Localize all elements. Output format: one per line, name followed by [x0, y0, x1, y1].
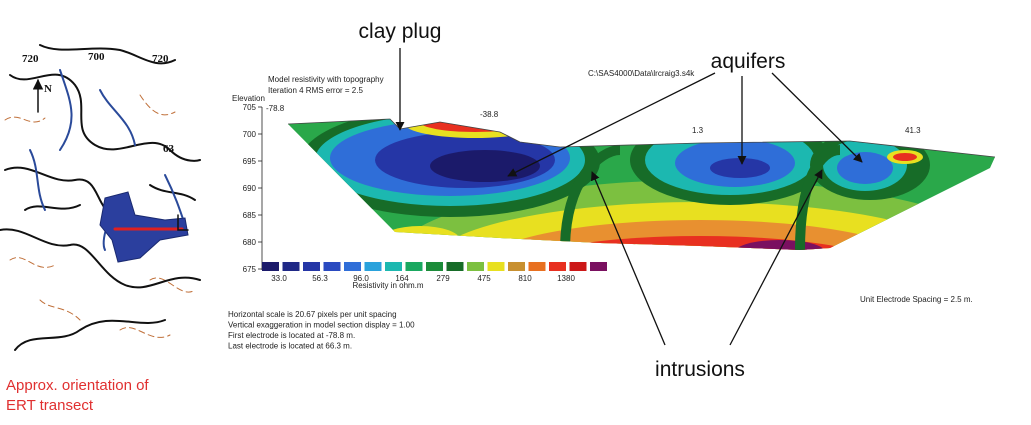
elevation-tick-label: 685	[243, 211, 257, 220]
scale-label: 33.0	[271, 274, 287, 283]
scale-swatch	[405, 262, 423, 271]
scale-swatch	[467, 262, 484, 271]
distance-label: -38.8	[480, 110, 499, 119]
note: Horizontal scale is 20.67 pixels per uni…	[228, 310, 397, 319]
arrows	[395, 48, 863, 346]
scale-swatch	[282, 262, 300, 271]
north-label: N	[44, 83, 52, 95]
scale-label: 96.0	[353, 274, 369, 283]
map-caption: ERT transect	[6, 397, 94, 414]
scale-swatch	[344, 262, 361, 271]
scale-swatch	[323, 262, 341, 271]
file-path: C:\SAS4000\Data\lrcraig3.s4k	[588, 69, 695, 78]
scale-swatch	[590, 262, 607, 271]
map	[0, 44, 201, 351]
scale-label: 810	[518, 274, 532, 283]
note: First electrode is located at -78.8 m.	[228, 331, 355, 340]
contour-label: 700	[88, 51, 105, 63]
elevation-tick-label: 690	[243, 184, 257, 193]
scale-label: 475	[477, 274, 491, 283]
distance-label: 41.3	[905, 126, 921, 135]
elevation-tick-label: 700	[243, 130, 257, 139]
scale-swatch	[303, 262, 320, 271]
map-lake	[99, 191, 189, 263]
contour-label: 720	[152, 53, 169, 65]
scale-label: 164	[395, 274, 409, 283]
scale-label: 1380	[557, 274, 575, 283]
notes: Horizontal scale is 20.67 pixels per uni…	[228, 310, 415, 351]
annotation: aquifers	[711, 50, 786, 73]
contour-label: 720	[22, 53, 39, 65]
spot-label: 63	[163, 143, 175, 155]
section-header: Model resistivity with topography	[268, 75, 384, 84]
elevation-tick-label: 705	[243, 103, 257, 112]
scale-swatch	[364, 262, 382, 271]
scale-title: Resistivity in ohm.m	[352, 281, 423, 290]
scale-swatch	[426, 262, 443, 271]
color-scale: 33.0 56.3 96.0 164 279 475 810 1380	[262, 262, 607, 283]
note: Last electrode is located at 66.3 m.	[228, 342, 352, 351]
annotation: intrusions	[655, 358, 745, 381]
elevation-tick-label: 675	[243, 265, 257, 274]
scale-swatch	[549, 262, 566, 271]
distance-label: 1.3	[692, 126, 704, 135]
distance-label: -78.8	[266, 104, 285, 113]
elevation-label: Elevation	[232, 94, 265, 103]
elevation-tick-label: 695	[243, 157, 257, 166]
resistivity-section	[288, 119, 995, 250]
topography-line	[287, 118, 996, 158]
scale-swatch	[385, 262, 402, 271]
scale-swatch	[569, 262, 587, 271]
scale-label: 279	[436, 274, 450, 283]
scale-swatch	[508, 262, 525, 271]
elevation-tick-label: 680	[243, 238, 257, 247]
note: Vertical exaggeration in model section d…	[228, 321, 415, 330]
spacing-note: Unit Electrode Spacing = 2.5 m.	[860, 295, 973, 304]
elevation-ticks: 705 700 695 690 685 680 675	[243, 103, 262, 274]
scale-swatch	[446, 262, 464, 271]
map-dashed-contours	[4, 94, 196, 338]
annotation: clay plug	[359, 20, 442, 43]
scale-swatch	[487, 262, 505, 271]
scale-swatch	[262, 262, 279, 271]
map-road	[177, 214, 189, 231]
map-caption: Approx. orientation of	[6, 377, 149, 394]
distance-labels: -78.8 -38.8 1.3 41.3	[266, 104, 921, 135]
scale-swatch	[528, 262, 546, 271]
scale-label: 56.3	[312, 274, 328, 283]
section-header: Iteration 4 RMS error = 2.5	[268, 86, 363, 95]
